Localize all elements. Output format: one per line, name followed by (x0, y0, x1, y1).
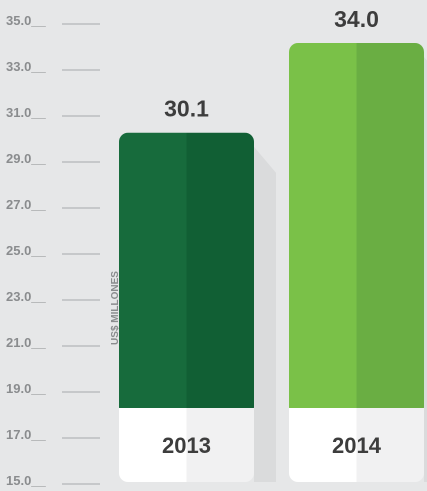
bar-base-2014 (289, 408, 424, 482)
bar-2014 (289, 43, 424, 416)
y-tick-label: 33.0__ (6, 59, 47, 74)
bar-base-top (289, 408, 424, 420)
bar-base-2013 (119, 408, 254, 482)
bar-base-top (119, 408, 254, 420)
bar-group-2013: 2013 30.1 (119, 96, 276, 482)
y-tick-label: 23.0__ (6, 289, 47, 304)
bar-shadow (254, 146, 276, 482)
y-tick-label: 19.0__ (6, 381, 47, 396)
y-tick-label: 15.0__ (6, 473, 47, 488)
y-tick-label: 31.0__ (6, 105, 47, 120)
y-tick-label: 21.0__ (6, 335, 47, 350)
value-label: 30.1 (164, 96, 209, 122)
value-label: 34.0 (334, 6, 379, 32)
bar-shadow (424, 57, 427, 482)
y-tick-label: 35.0__ (6, 13, 47, 28)
y-axis: 35.0__ 33.0__ 31.0__ 29.0__ 27.0__ 25.0__ 23.0… (6, 13, 100, 488)
y-axis-label: US$ MILLONES (110, 271, 121, 345)
bar-2013 (119, 132, 254, 416)
y-tick-label: 17.0__ (6, 427, 47, 442)
y-tick-label: 29.0__ (6, 151, 47, 166)
bar-group-2014: 2014 34.0 (289, 6, 427, 482)
y-tick-label: 25.0__ (6, 243, 47, 258)
category-label: 2013 (162, 433, 211, 458)
y-tick-label: 27.0__ (6, 197, 47, 212)
bars: 2013 30.1 2014 34.0 (119, 6, 427, 482)
category-label: 2014 (332, 433, 382, 458)
